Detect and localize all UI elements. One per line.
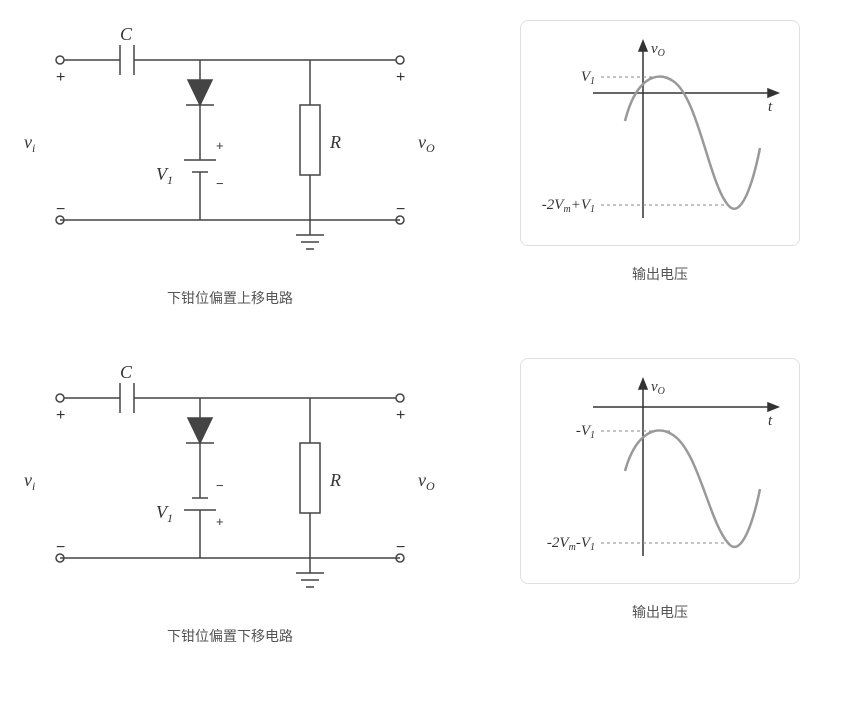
- vi-label-1: vi: [24, 132, 35, 155]
- v1-label-1: V1: [156, 164, 173, 187]
- bat-minus-2: −: [216, 478, 224, 493]
- row-2: C vi vO R V1 + − + − − + 下钳位偏置下移电路: [20, 358, 829, 646]
- graph1-y-label: vO: [651, 41, 665, 59]
- graph1-x-label: t: [768, 99, 773, 115]
- graph-1-card: vO t V1 -2Vm+V1: [520, 20, 800, 246]
- cap-c-label-1: C: [120, 24, 133, 44]
- graph1-trough-label: -2Vm+V1: [542, 197, 595, 215]
- vo-plus-1: +: [396, 69, 405, 86]
- vo-minus-1: −: [396, 201, 405, 218]
- vo-minus-2: −: [396, 539, 405, 556]
- r-label-2: R: [329, 470, 341, 490]
- circuit-2-svg: C vi vO R V1 + − + − − +: [20, 358, 440, 608]
- vi-minus-1: −: [56, 201, 65, 218]
- circuit-2-block: C vi vO R V1 + − + − − + 下钳位偏置下移电路: [20, 358, 440, 646]
- graph2-y-label: vO: [651, 379, 665, 397]
- vo-label-2: vO: [418, 470, 435, 493]
- circuit-1-svg: C vi vO R V1 + − + − + −: [20, 20, 440, 270]
- r-label-1: R: [329, 132, 341, 152]
- v1-label-2: V1: [156, 502, 173, 525]
- graph-2-svg: vO t -V1 -2Vm-V1: [533, 371, 783, 571]
- vo-plus-2: +: [396, 407, 405, 424]
- graph-2-block: vO t -V1 -2Vm-V1 输出电压: [520, 358, 800, 622]
- vi-plus-1: +: [56, 69, 65, 86]
- graph-1-svg: vO t V1 -2Vm+V1: [533, 33, 783, 233]
- bat-plus-1: +: [216, 138, 224, 153]
- circuit-1-block: C vi vO R V1 + − + − + − 下钳位偏置上移电路: [20, 20, 440, 308]
- graph-1-caption: 输出电压: [520, 264, 800, 284]
- vi-label-2: vi: [24, 470, 35, 493]
- row-1: C vi vO R V1 + − + − + − 下钳位偏置上移电路: [20, 20, 829, 308]
- bat-plus-2: +: [216, 514, 224, 529]
- graph1-peak-label: V1: [581, 69, 595, 87]
- circuit-1-caption: 下钳位偏置上移电路: [20, 288, 440, 308]
- cap-c-label-2: C: [120, 362, 133, 382]
- circuit-2-caption: 下钳位偏置下移电路: [20, 626, 440, 646]
- graph2-x-label: t: [768, 413, 773, 429]
- vi-minus-2: −: [56, 539, 65, 556]
- vi-plus-2: +: [56, 407, 65, 424]
- graph-2-caption: 输出电压: [520, 602, 800, 622]
- graph-1-block: vO t V1 -2Vm+V1 输出电压: [520, 20, 800, 284]
- graph2-peak-label: -V1: [576, 423, 595, 441]
- vo-label-1: vO: [418, 132, 435, 155]
- bat-minus-1: −: [216, 176, 224, 191]
- graph2-trough-label: -2Vm-V1: [547, 535, 595, 553]
- graph-2-card: vO t -V1 -2Vm-V1: [520, 358, 800, 584]
